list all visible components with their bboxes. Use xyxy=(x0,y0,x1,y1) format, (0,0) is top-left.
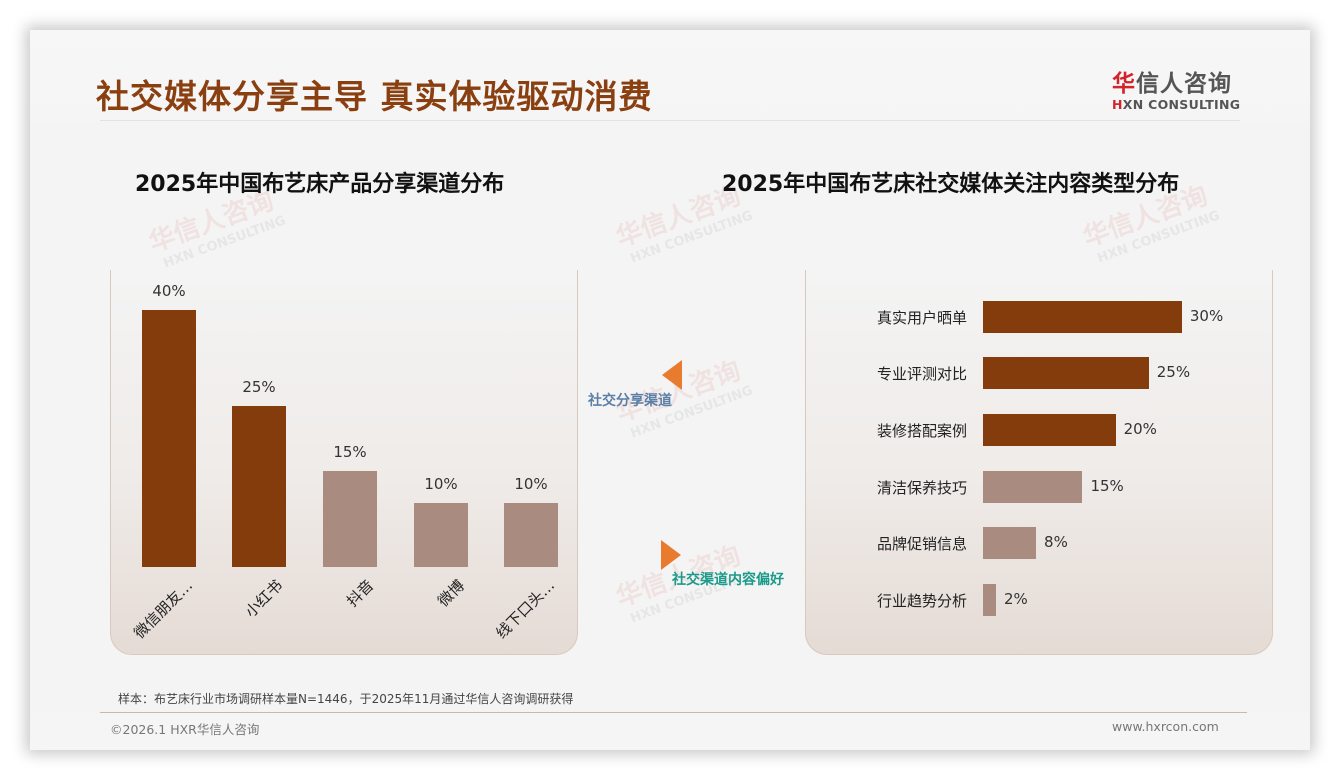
right-chart-title: 2025年中国布艺床社交媒体关注内容类型分布 xyxy=(722,172,1180,197)
bar xyxy=(323,470,377,567)
bar-value-label: 25% xyxy=(1156,363,1191,381)
footer-band xyxy=(30,713,1310,750)
page-title: 社交媒体分享主导 真实体验驱动消费 xyxy=(96,77,653,116)
bar-value-label: 15% xyxy=(333,442,367,461)
copyright: ©2026.1 HXR华信人咨询 xyxy=(110,722,260,737)
bar xyxy=(983,527,1037,559)
share-channel-label: 社交分享渠道 xyxy=(588,393,672,409)
footer-divider xyxy=(100,712,1247,713)
bar xyxy=(983,357,1149,389)
bar-value-label: 15% xyxy=(1090,477,1124,495)
header-band xyxy=(30,30,1310,122)
bar xyxy=(142,310,196,567)
bar-value-label: 2% xyxy=(1004,590,1028,608)
bar xyxy=(983,584,996,616)
company-logo: 华信人咨询 HXN CONSULTING xyxy=(1112,71,1241,112)
category-label: 装修搭配案例 xyxy=(876,422,967,440)
bar-value-label: 25% xyxy=(242,378,276,397)
left-chart-title: 2025年中国布艺床产品分享渠道分布 xyxy=(135,172,505,197)
bar xyxy=(983,301,1182,333)
content-preference-label: 社交渠道内容偏好 xyxy=(672,572,784,588)
category-label: 清洁保养技巧 xyxy=(876,479,967,497)
bar-value-label: 8% xyxy=(1044,533,1068,551)
bar xyxy=(232,406,286,567)
category-label: 专业评测对比 xyxy=(876,365,967,383)
sample-note: 样本：布艺床行业市场调研样本量N=1446，于2025年11月通过华信人咨询调研… xyxy=(118,692,574,706)
content-type-chart-card xyxy=(805,270,1273,655)
arrow-left-icon xyxy=(662,360,682,390)
category-label: 品牌促销信息 xyxy=(876,535,967,553)
bar-value-label: 10% xyxy=(424,474,458,493)
bar-value-label: 40% xyxy=(152,282,186,300)
bar xyxy=(983,414,1116,446)
bar xyxy=(504,502,558,567)
category-label: 真实用户晒单 xyxy=(876,309,967,327)
bar-value-label: 30% xyxy=(1189,307,1224,325)
bar xyxy=(414,502,468,567)
bar xyxy=(983,471,1083,503)
title-divider xyxy=(100,120,1240,121)
bar-value-label: 10% xyxy=(514,474,548,493)
website-link[interactable]: www.hxrcon.com xyxy=(1112,719,1219,734)
slide: 华信人咨询 HXN CONSULTING 华信人咨询 HXN CONSULTING … xyxy=(30,30,1310,750)
arrow-right-icon xyxy=(661,540,681,570)
category-label: 行业趋势分析 xyxy=(876,592,967,610)
bar-value-label: 20% xyxy=(1123,420,1157,438)
